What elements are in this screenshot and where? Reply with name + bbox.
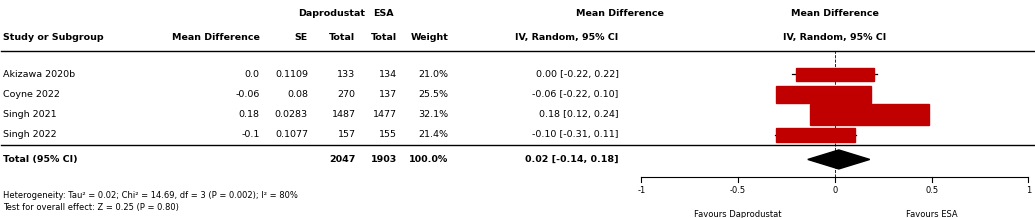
Text: -0.5: -0.5 [730, 186, 746, 195]
Text: Total: Total [329, 33, 355, 43]
Text: ESA: ESA [373, 9, 393, 18]
Text: Akizawa 2020b: Akizawa 2020b [3, 70, 76, 79]
Text: -0.06: -0.06 [235, 90, 260, 99]
Text: 134: 134 [379, 70, 396, 79]
Text: Weight: Weight [411, 33, 448, 43]
Text: 0.0283: 0.0283 [275, 110, 308, 119]
Text: 32.1%: 32.1% [418, 110, 448, 119]
Text: Total: Total [371, 33, 396, 43]
Text: 0.1077: 0.1077 [275, 130, 308, 139]
Text: 0.18 [0.12, 0.24]: 0.18 [0.12, 0.24] [539, 110, 619, 119]
Text: Favours Daprodustat: Favours Daprodustat [694, 210, 781, 218]
Bar [796, 68, 874, 81]
Text: IV, Random, 95% CI: IV, Random, 95% CI [515, 33, 619, 43]
Text: 155: 155 [379, 130, 396, 139]
Text: -0.06 [-0.22, 0.10]: -0.06 [-0.22, 0.10] [532, 90, 619, 99]
Text: 0.00 [-0.22, 0.22]: 0.00 [-0.22, 0.22] [536, 70, 619, 79]
Bar [810, 104, 929, 125]
Text: 2047: 2047 [329, 155, 355, 164]
Text: Test for overall effect: Z = 0.25 (P = 0.80): Test for overall effect: Z = 0.25 (P = 0… [3, 203, 179, 212]
Text: 21.0%: 21.0% [418, 70, 448, 79]
Polygon shape [807, 150, 869, 169]
Text: Favours ESA: Favours ESA [906, 210, 957, 218]
Text: IV, Random, 95% CI: IV, Random, 95% CI [783, 33, 887, 43]
Text: 0.08: 0.08 [287, 90, 308, 99]
Text: -1: -1 [638, 186, 646, 195]
Text: 100.0%: 100.0% [409, 155, 448, 164]
Text: 21.4%: 21.4% [418, 130, 448, 139]
Text: Mean Difference: Mean Difference [575, 9, 663, 18]
Text: Study or Subgroup: Study or Subgroup [3, 33, 105, 43]
Text: 0.02 [-0.14, 0.18]: 0.02 [-0.14, 0.18] [525, 155, 619, 164]
Text: 0.5: 0.5 [925, 186, 939, 195]
Text: Coyne 2022: Coyne 2022 [3, 90, 60, 99]
Text: SE: SE [295, 33, 308, 43]
Text: -0.10 [-0.31, 0.11]: -0.10 [-0.31, 0.11] [532, 130, 619, 139]
Text: 1477: 1477 [373, 110, 396, 119]
Text: -0.1: -0.1 [241, 130, 260, 139]
Text: 270: 270 [337, 90, 355, 99]
Text: 133: 133 [337, 70, 355, 79]
Text: Singh 2022: Singh 2022 [3, 130, 57, 139]
Text: 1: 1 [1026, 186, 1031, 195]
Text: 157: 157 [337, 130, 355, 139]
Text: 1903: 1903 [371, 155, 396, 164]
Text: 137: 137 [379, 90, 396, 99]
Text: Heterogeneity: Tau² = 0.02; Chi² = 14.69, df = 3 (P = 0.002); I² = 80%: Heterogeneity: Tau² = 0.02; Chi² = 14.69… [3, 191, 298, 199]
Text: Total (95% CI): Total (95% CI) [3, 155, 78, 164]
Text: Mean Difference: Mean Difference [791, 9, 879, 18]
Text: 0.1109: 0.1109 [275, 70, 308, 79]
Text: 25.5%: 25.5% [418, 90, 448, 99]
Text: Daprodustat: Daprodustat [298, 9, 365, 18]
Text: 0: 0 [832, 186, 837, 195]
Bar [776, 86, 870, 103]
Text: 1487: 1487 [331, 110, 355, 119]
Text: 0.0: 0.0 [244, 70, 260, 79]
Text: Singh 2021: Singh 2021 [3, 110, 57, 119]
Text: Mean Difference: Mean Difference [172, 33, 260, 43]
Bar [776, 128, 855, 142]
Text: 0.18: 0.18 [238, 110, 260, 119]
